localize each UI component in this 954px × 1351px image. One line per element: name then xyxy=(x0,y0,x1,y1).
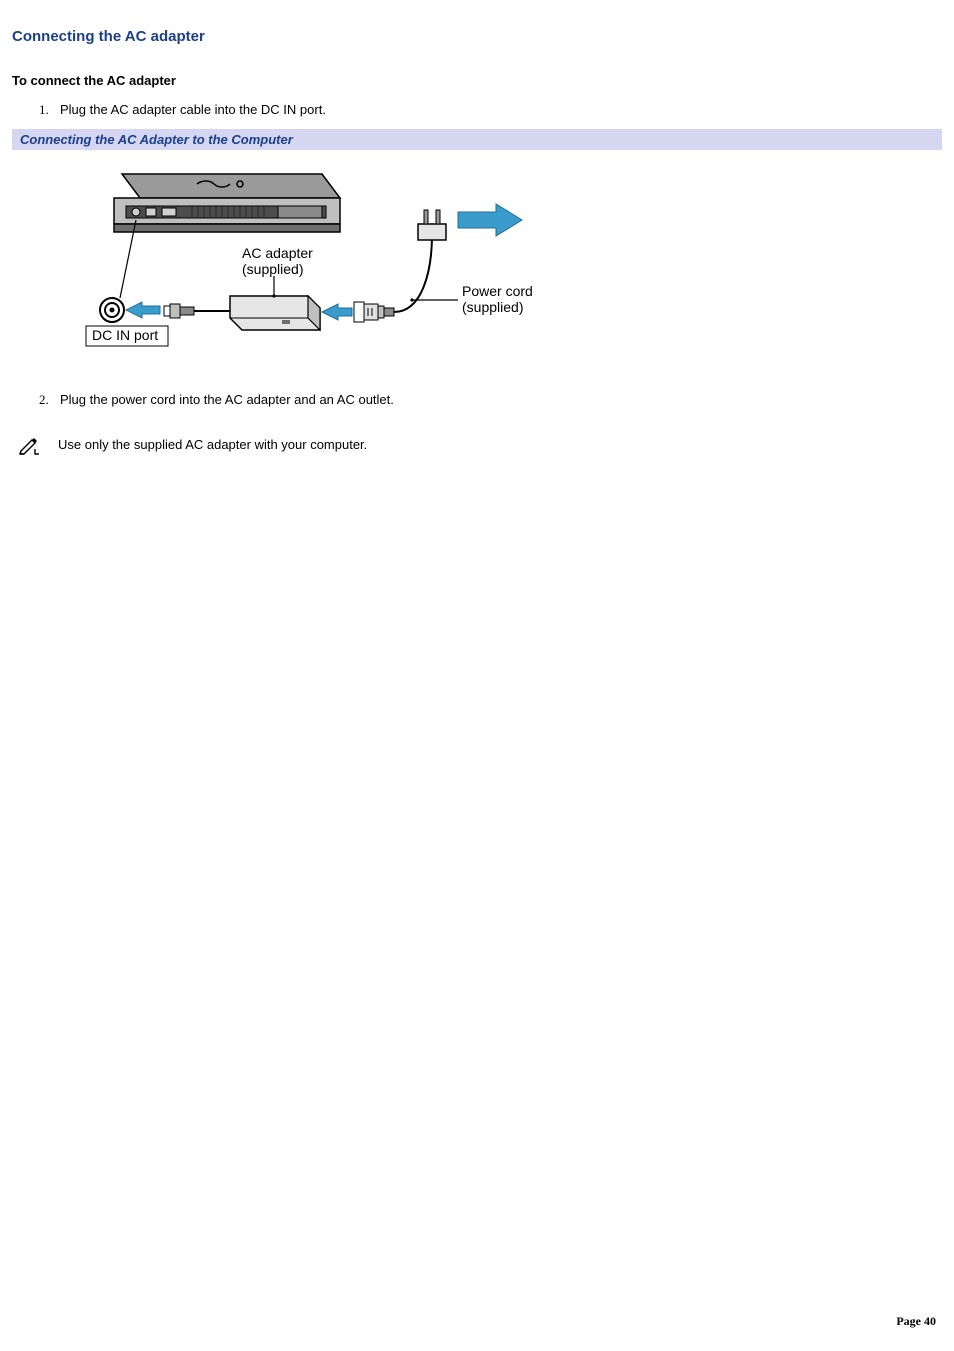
dc-in-label: DC IN port xyxy=(92,327,158,343)
ac-adapter-icon xyxy=(230,276,320,330)
power-cord-label: Power cord xyxy=(462,283,533,299)
page-number: Page 40 xyxy=(896,1314,936,1329)
sub-heading: To connect the AC adapter xyxy=(12,73,942,88)
note-icon xyxy=(18,435,40,458)
page-title: Connecting the AC adapter xyxy=(12,28,942,45)
steps-list-continued: Plug the power cord into the AC adapter … xyxy=(12,392,942,407)
ac-adapter-diagram: DC IN port xyxy=(82,162,602,362)
dc-in-port-icon: DC IN port xyxy=(86,220,168,346)
power-cord-supplied-label: (supplied) xyxy=(462,299,523,315)
arrow-left-icon xyxy=(126,302,160,318)
iec-plug-icon xyxy=(354,302,394,322)
laptop-icon xyxy=(114,174,340,232)
ac-adapter-label: AC adapter xyxy=(242,245,313,261)
arrow-right-icon xyxy=(458,204,522,236)
diagram-container: DC IN port xyxy=(12,150,942,392)
dc-plug-icon xyxy=(164,304,194,318)
figure-caption-banner: Connecting the AC Adapter to the Compute… xyxy=(12,129,942,150)
ac-adapter-supplied-label: (supplied) xyxy=(242,261,303,277)
page: Connecting the AC adapter To connect the… xyxy=(0,0,954,1351)
steps-list: Plug the AC adapter cable into the DC IN… xyxy=(12,102,942,117)
note-row: Use only the supplied AC adapter with yo… xyxy=(12,419,942,458)
arrow-middle-icon xyxy=(322,304,352,320)
note-text: Use only the supplied AC adapter with yo… xyxy=(58,437,367,452)
step-item: Plug the power cord into the AC adapter … xyxy=(52,392,942,407)
step-item: Plug the AC adapter cable into the DC IN… xyxy=(52,102,942,117)
wall-plug-icon xyxy=(418,210,446,240)
